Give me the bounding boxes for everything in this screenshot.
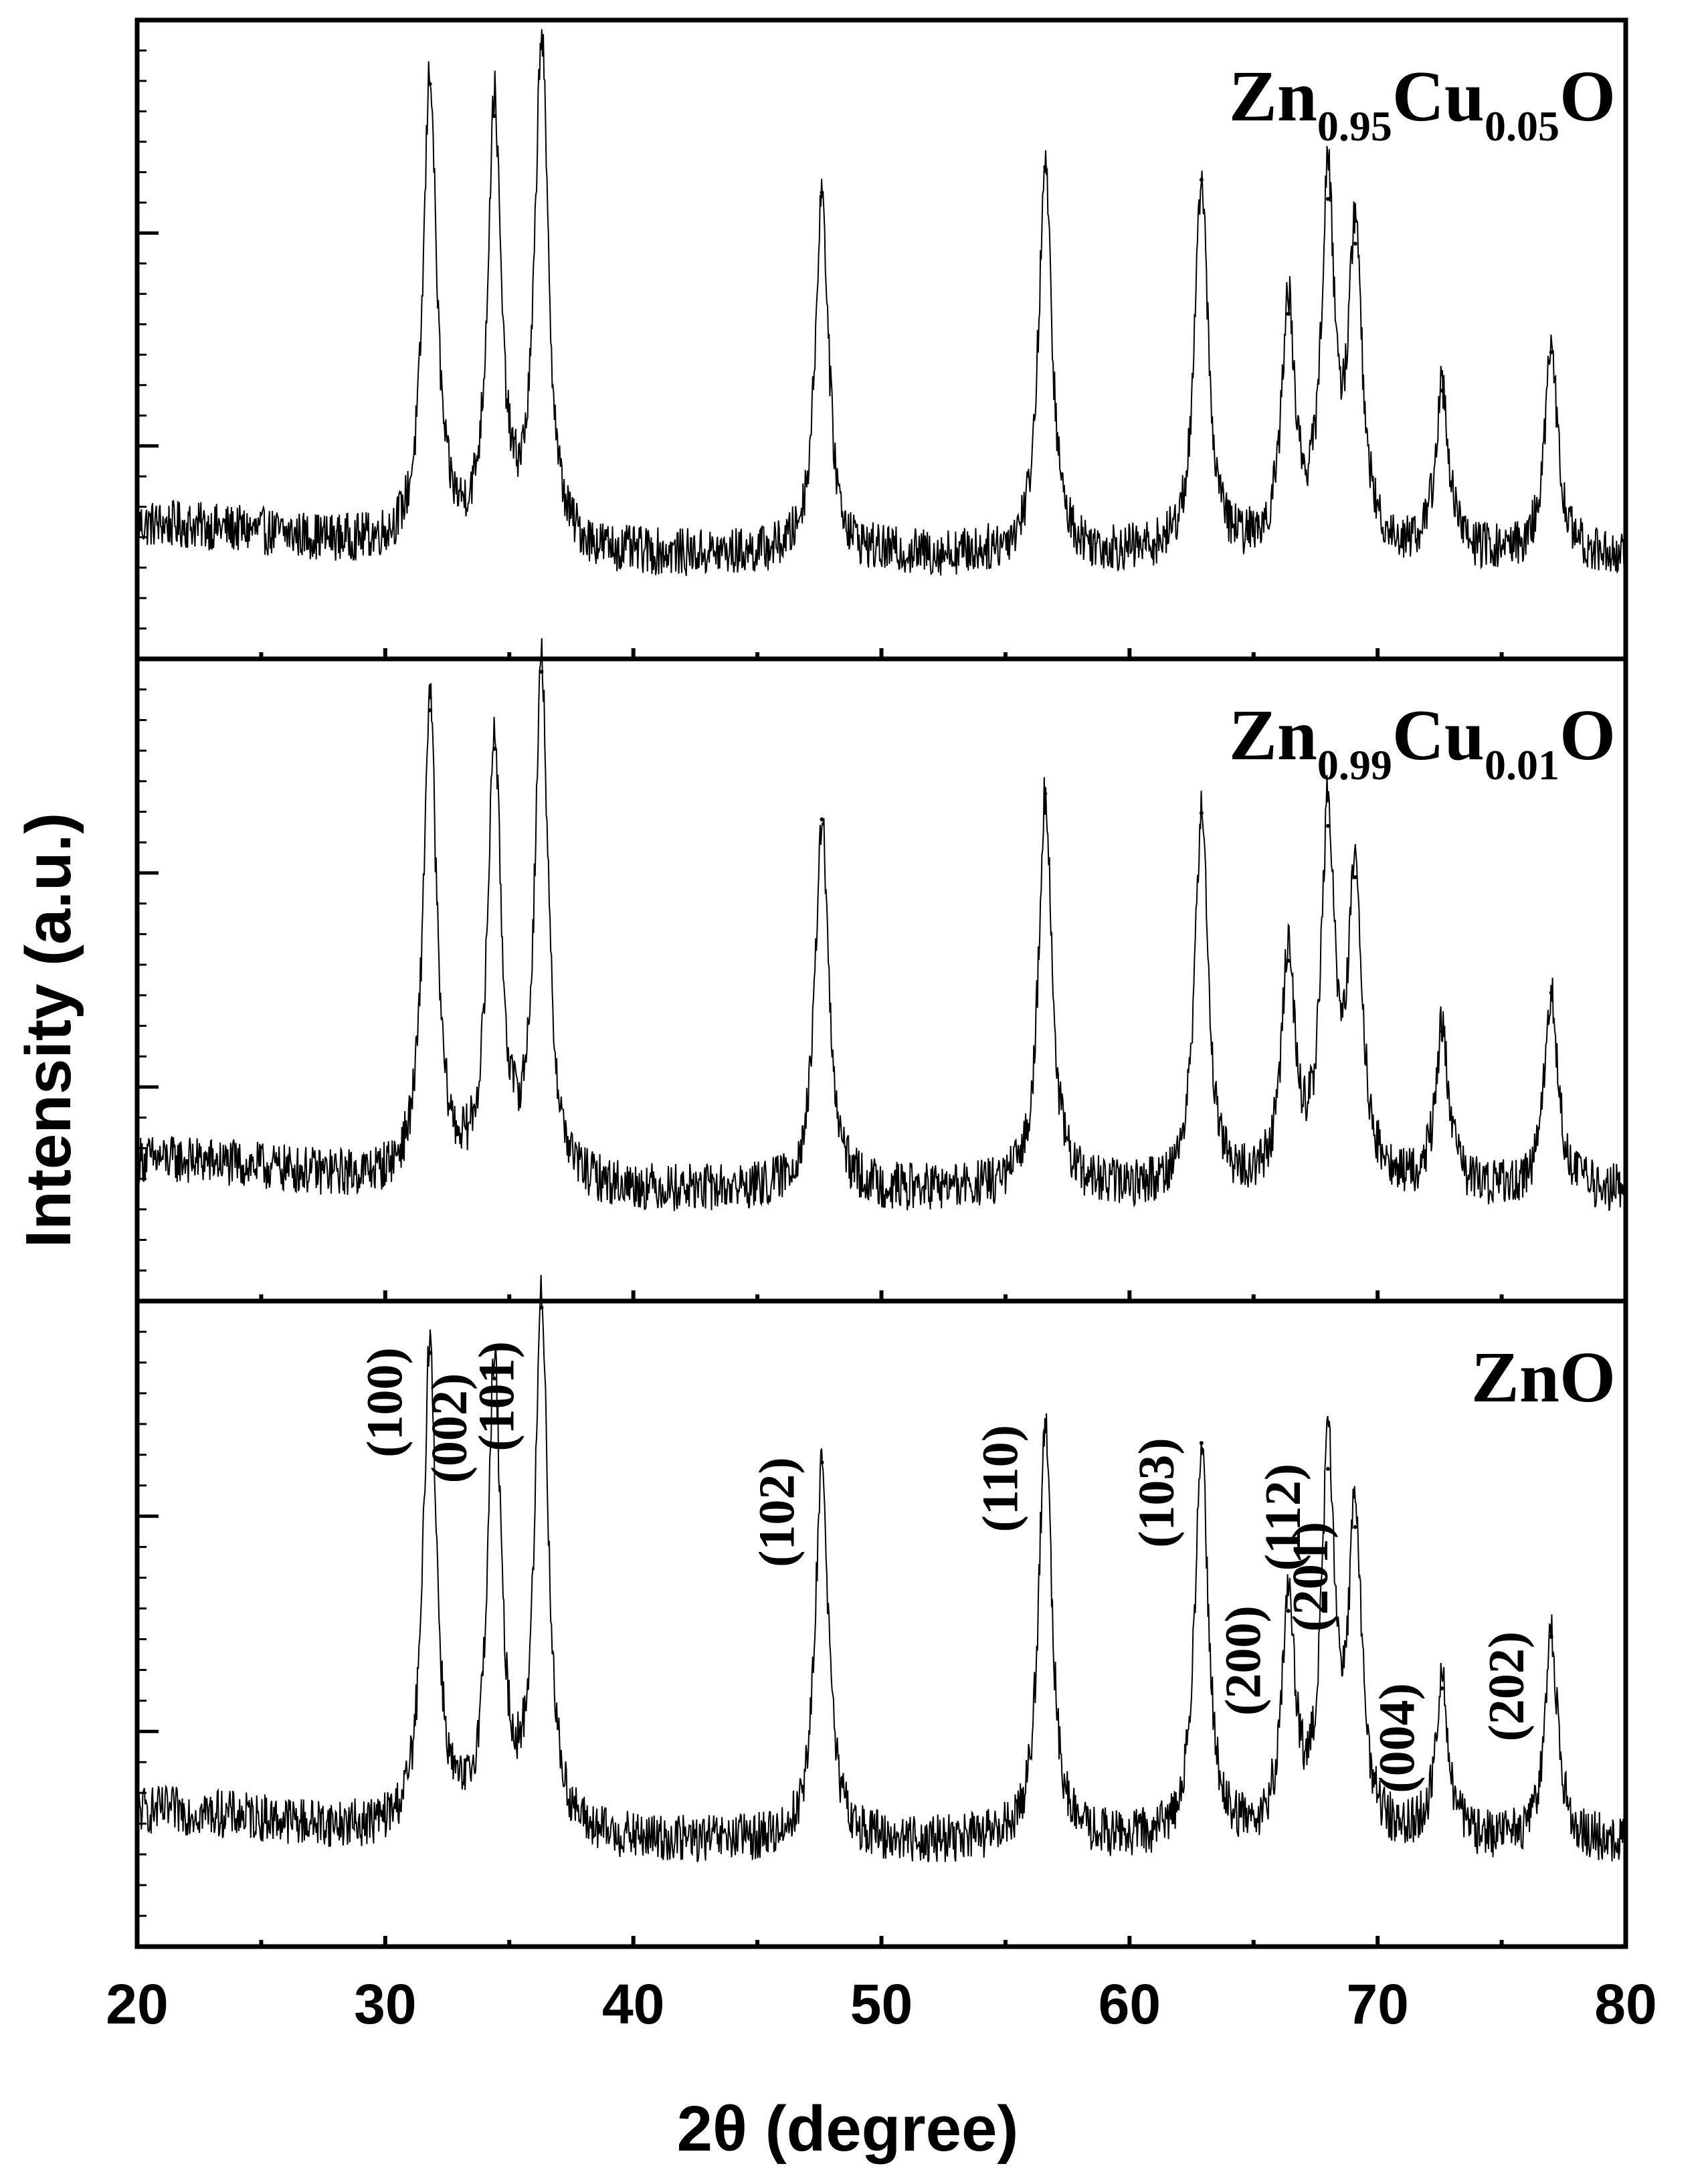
- peak-3-7: [1286, 1609, 1291, 1613]
- hkl-label: (101): [469, 1341, 525, 1452]
- peak-2-2: [492, 747, 496, 751]
- peak-1-10: [1440, 388, 1444, 393]
- hkl-label: (200): [1216, 1605, 1272, 1716]
- peak-1-6: [1199, 177, 1204, 182]
- peak-3-1: [428, 1351, 432, 1355]
- peak-1-11: [1549, 350, 1553, 355]
- hkl-label: (201): [1283, 1522, 1339, 1632]
- hkl-label: (102): [749, 1457, 805, 1567]
- peak-1-5: [1043, 165, 1048, 169]
- pattern-line-1: [137, 29, 1625, 577]
- peak-3-10: [1440, 1686, 1444, 1690]
- peak-3-11: [1549, 1634, 1553, 1639]
- peak-3-2: [492, 1376, 496, 1381]
- peak-1-3: [539, 43, 544, 48]
- peak-2-4: [820, 817, 824, 821]
- panel-2: Zn0.99Cu0.01O: [134, 638, 1628, 1304]
- sample-label-2: Zn0.99Cu0.01O: [1229, 696, 1616, 789]
- x-axis: 20 30 40 50 60 70 80: [106, 1973, 1656, 2036]
- sample-label-1: Zn0.95Cu0.05O: [1229, 57, 1616, 150]
- x-tick-label: 50: [850, 1973, 913, 2036]
- peak-1-7: [1286, 312, 1291, 316]
- peak-3-5: [1043, 1428, 1048, 1432]
- peak-3-9: [1353, 1524, 1357, 1529]
- x-tick-label: 40: [602, 1973, 664, 2036]
- panel-3: ZnO (100) (002)(101) (102) (110) (103) (200) (1…: [134, 1274, 1628, 1949]
- hkl-label: (002): [421, 1373, 478, 1484]
- peak-2-8: [1326, 823, 1330, 828]
- hkl-label: (110): [972, 1425, 1028, 1532]
- peak-1-4: [820, 190, 824, 195]
- sample-label-3: ZnO: [1471, 1338, 1616, 1417]
- peak-2-9: [1353, 875, 1357, 880]
- peak-2-7: [1286, 959, 1291, 963]
- x-tick-label: 20: [106, 1973, 168, 2036]
- x-tick-label: 60: [1099, 1973, 1161, 2036]
- peak-1-2: [492, 114, 496, 118]
- peak-1-8: [1326, 197, 1330, 201]
- y-axis-title: Intensity (a.u.): [13, 813, 84, 1248]
- peak-3-4: [820, 1460, 824, 1465]
- peak-3-3: [539, 1305, 544, 1310]
- peak-1-9: [1353, 241, 1357, 246]
- panel-1: Zn0.95Cu0.05O: [134, 17, 1628, 662]
- peak-2-3: [539, 670, 544, 674]
- hkl-label: (103): [1129, 1438, 1185, 1548]
- peak-3-8: [1326, 1466, 1330, 1471]
- hkl-label: (112): [1255, 1464, 1311, 1571]
- hkl-label: (202): [1479, 1632, 1535, 1742]
- pattern-line-2: [137, 638, 1625, 1211]
- x-tick-label: 80: [1594, 1973, 1656, 2036]
- x-tick-label: 70: [1346, 1973, 1408, 2036]
- peak-2-1: [428, 708, 432, 712]
- peak-2-11: [1549, 991, 1553, 995]
- hkl-label: (100): [357, 1347, 413, 1458]
- peak-2-5: [1043, 791, 1048, 796]
- x-axis-title: 2θ (degree): [677, 2093, 1019, 2165]
- peak-2-6: [1199, 811, 1204, 815]
- peak-1-1: [428, 82, 432, 86]
- hkl-label: (004): [1369, 1683, 1426, 1793]
- pattern-line-3: [138, 1274, 1625, 1862]
- peak-3-6: [1199, 1441, 1204, 1446]
- peak-2-10: [1440, 1029, 1444, 1033]
- x-tick-label: 30: [354, 1973, 416, 2036]
